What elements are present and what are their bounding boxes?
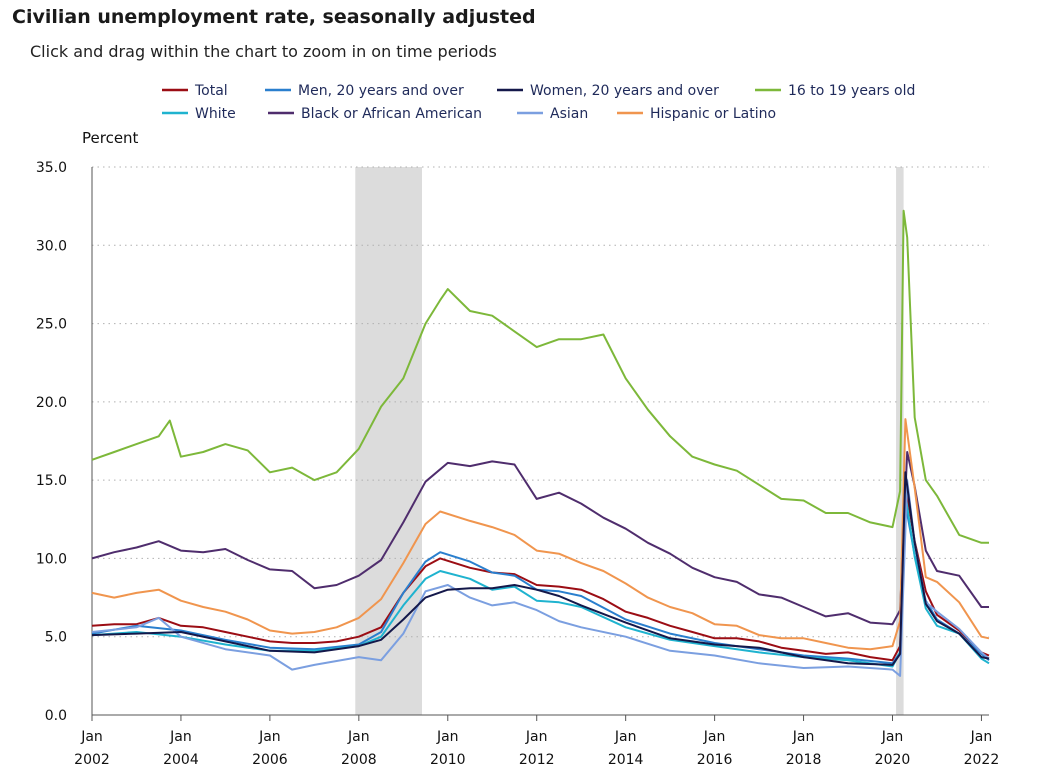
legend-label-2: Women, 20 years and over — [530, 83, 719, 99]
x-tick-month-3: Jan — [347, 729, 370, 745]
x-tick-year-2: 2006 — [252, 752, 288, 768]
y-tick-label-2: 10.0 — [36, 551, 67, 567]
legend-label-6: Asian — [550, 106, 588, 122]
y-tick-label-5: 25.0 — [36, 317, 67, 333]
x-tick-month-1: Jan — [169, 729, 192, 745]
series-lines — [91, 209, 990, 677]
x-tick-month-5: Jan — [525, 729, 548, 745]
legend-label-1: Men, 20 years and over — [298, 83, 464, 99]
grid-lines — [92, 166, 989, 638]
series-line-total — [91, 483, 990, 662]
recession-bands — [355, 167, 904, 715]
legend-label-4: White — [195, 106, 236, 122]
x-tick-month-10: Jan — [970, 729, 993, 745]
x-tick-year-5: 2012 — [519, 752, 555, 768]
x-tick-year-3: 2008 — [341, 752, 377, 768]
y-tick-label-1: 5.0 — [45, 630, 67, 646]
series-line-asian — [91, 479, 990, 677]
x-tick-year-7: 2016 — [697, 752, 733, 768]
y-tick-label-4: 20.0 — [36, 395, 67, 411]
x-tick-month-4: Jan — [436, 729, 459, 745]
chart-subtitle: Click and drag within the chart to zoom … — [30, 42, 497, 61]
x-tick-year-10: 2022 — [964, 752, 1000, 768]
legend-label-5: Black or African American — [301, 106, 482, 122]
y-tick-label-0: 0.0 — [45, 708, 67, 724]
x-tick-year-9: 2020 — [875, 752, 911, 768]
legend-label-7: Hispanic or Latino — [650, 106, 776, 122]
chart-title: Civilian unemployment rate, seasonally a… — [12, 6, 536, 28]
series-line-men-20-years-and-over — [91, 502, 990, 665]
x-tick-year-8: 2018 — [786, 752, 822, 768]
x-tick-month-8: Jan — [792, 729, 815, 745]
legend-label-0: Total — [194, 83, 228, 99]
x-tick-year-4: 2010 — [430, 752, 466, 768]
series-line-16-to-19-years-old — [91, 209, 989, 544]
y-tick-label-6: 30.0 — [36, 238, 67, 254]
x-tick-year-0: 2002 — [74, 752, 110, 768]
legend-label-3: 16 to 19 years old — [788, 83, 915, 99]
series-line-white — [91, 493, 990, 668]
series-line-hispanic-or-latino — [91, 418, 990, 651]
y-tick-label-3: 15.0 — [36, 473, 67, 489]
legend: Total Men, 20 years and over Women, 20 yea… — [162, 83, 915, 122]
series-line-women-20-years-and-over — [91, 471, 990, 666]
x-tick-month-0: Jan — [80, 729, 103, 745]
series-line-black-or-african-american — [91, 451, 989, 626]
y-axis-label: Percent — [82, 129, 139, 147]
x-tick-month-6: Jan — [614, 729, 637, 745]
x-tick-month-2: Jan — [258, 729, 281, 745]
recession-band-0 — [355, 167, 422, 715]
x-tick-year-1: 2004 — [163, 752, 199, 768]
x-tick-month-9: Jan — [881, 729, 904, 745]
x-tick-year-6: 2014 — [608, 752, 644, 768]
x-tick-month-7: Jan — [703, 729, 726, 745]
y-tick-label-7: 35.0 — [36, 160, 67, 176]
axes: 0.0 5.0 10.0 15.0 20.0 25.0 30.0 35.0 Jan 2002 Jan… — [36, 160, 999, 768]
